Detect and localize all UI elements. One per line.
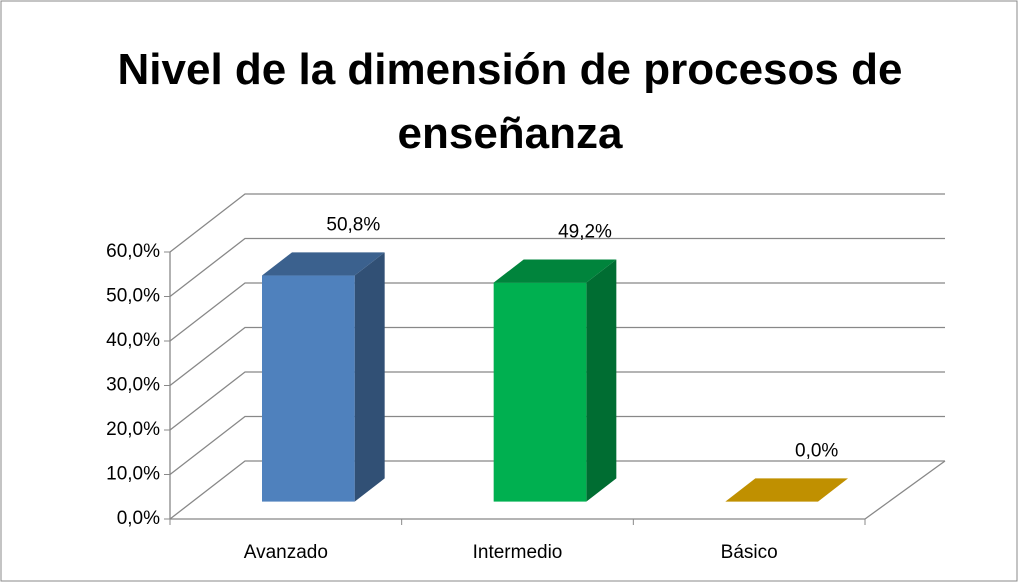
bar (262, 275, 355, 502)
grid-line (169, 237, 945, 298)
grid-line (169, 415, 945, 476)
data-label: 0,0% (795, 441, 838, 462)
bar-side (354, 252, 385, 502)
y-tick-label: 10,0% (106, 464, 160, 485)
x-tick-label: Básico (721, 542, 778, 563)
bar-side (586, 259, 617, 502)
x-tick-label: Intermedio (473, 542, 563, 563)
y-tick-label: 60,0% (106, 241, 160, 262)
bar (493, 282, 587, 502)
grid-line (169, 326, 945, 387)
grid-line (169, 460, 945, 520)
data-label: 49,2% (558, 222, 612, 243)
y-tick-label: 30,0% (106, 375, 160, 396)
y-tick-label: 50,0% (106, 286, 160, 307)
bar-top (725, 478, 848, 502)
data-label: 50,8% (326, 215, 380, 236)
y-tick-label: 20,0% (106, 419, 160, 440)
grid-line (169, 371, 945, 431)
grid-line (169, 282, 945, 342)
bar-top (262, 252, 385, 276)
y-tick-label: 40,0% (106, 330, 160, 351)
bar-top (493, 259, 617, 283)
x-tick-label: Avanzado (244, 542, 328, 563)
chart-title: Nivel de la dimensión de procesos de ens… (117, 45, 903, 158)
grid-line (169, 193, 945, 253)
y-tick-label: 0,0% (117, 508, 160, 529)
